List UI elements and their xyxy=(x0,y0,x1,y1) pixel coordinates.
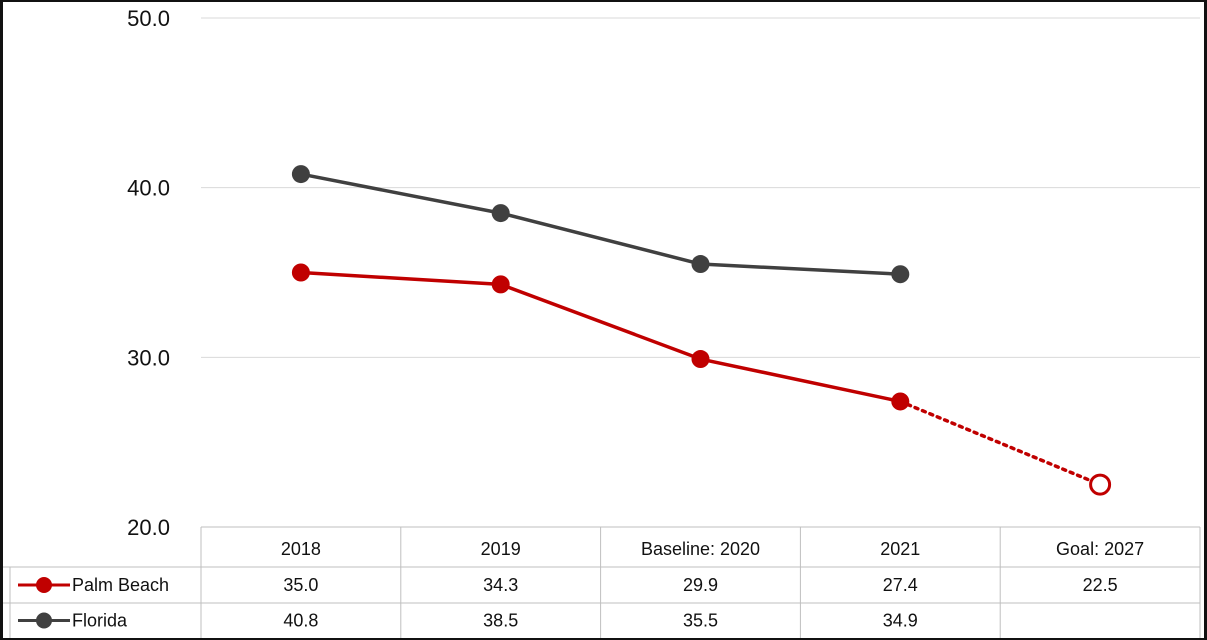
y-tick-label: 30.0 xyxy=(127,345,170,370)
florida-line xyxy=(300,172,901,276)
y-tick-label: 50.0 xyxy=(127,6,170,31)
palm-beach-point xyxy=(691,350,710,369)
legend-key-marker xyxy=(36,612,52,629)
series-points xyxy=(291,165,1112,496)
table-value-cell: 35.5 xyxy=(683,611,718,631)
palm-beach-point xyxy=(1089,473,1112,496)
palm-beach-goal-projection xyxy=(898,399,1102,487)
legend-series-name: Florida xyxy=(72,611,128,631)
florida-point xyxy=(491,204,510,223)
florida-point xyxy=(891,265,910,284)
florida-point xyxy=(291,165,310,184)
series-lines xyxy=(300,172,1102,487)
table-header-cell: 2021 xyxy=(880,539,920,559)
table-value-cell: 29.9 xyxy=(683,575,718,595)
table-header-cell: 2019 xyxy=(481,539,521,559)
gridlines xyxy=(201,17,1200,358)
palm-beach-line xyxy=(300,270,901,404)
table-value-cell: 34.9 xyxy=(883,611,918,631)
palm-beach-point xyxy=(291,263,310,282)
legend-series-name: Palm Beach xyxy=(72,575,169,595)
y-axis-ticks: 20.0 30.0 40.0 50.0 xyxy=(127,6,170,540)
table-value-cell: 27.4 xyxy=(883,575,918,595)
y-tick-label: 40.0 xyxy=(127,176,170,201)
table-header-cell: Goal: 2027 xyxy=(1056,539,1144,559)
table-value-cell: 22.5 xyxy=(1083,575,1118,595)
palm-beach-point xyxy=(891,392,910,411)
data-table: 2018 2019 Baseline: 2020 2021 Goal: 2027 Palm… xyxy=(3,526,1201,638)
legend-key-marker xyxy=(36,577,52,593)
table-header-cell: Baseline: 2020 xyxy=(641,539,760,559)
table-value-cell: 34.3 xyxy=(483,575,518,595)
y-tick-label: 20.0 xyxy=(127,515,170,540)
palm-beach-point xyxy=(491,275,510,294)
table-value-cell: 40.8 xyxy=(283,611,318,631)
table-header-cell: 2018 xyxy=(281,539,321,559)
table-value-cell: 35.0 xyxy=(283,575,318,595)
florida-point xyxy=(691,255,710,274)
table-value-cell: 38.5 xyxy=(483,611,518,631)
